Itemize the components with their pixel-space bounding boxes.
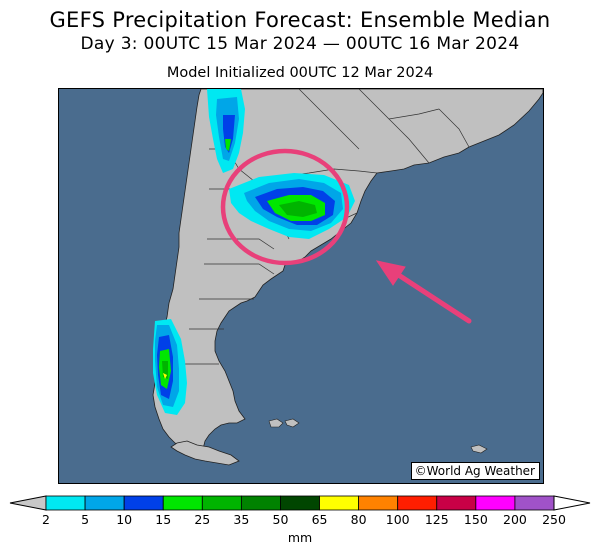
map-canvas — [59, 89, 543, 483]
colorbar-swatch — [123, 495, 164, 511]
colorbar-swatch — [162, 495, 203, 511]
colorbar-swatch — [45, 495, 86, 511]
falkland-islands — [268, 418, 300, 428]
colorbar-tick-label: 10 — [116, 512, 133, 527]
south-georgia — [470, 444, 488, 454]
colorbar-swatch — [436, 495, 477, 511]
annotation-arrow — [375, 260, 472, 324]
model-init-time: Model Initialized 00UTC 12 Mar 2024 — [166, 65, 434, 81]
colorbar-swatch — [280, 495, 320, 511]
precipitation-map: ©World Ag Weather — [58, 88, 544, 484]
colorbar-swatch — [475, 495, 516, 511]
colorbar-tick-label: 65 — [311, 512, 328, 527]
colorbar-swatch — [397, 495, 438, 511]
colorbar — [9, 495, 591, 511]
precip-shading — [153, 89, 355, 415]
colorbar-swatch — [514, 495, 555, 511]
colorbar-tick-label: 250 — [542, 512, 566, 527]
colorbar-swatch — [358, 495, 399, 511]
colorbar-swatch — [201, 495, 242, 511]
colorbar-tick-label: 2 — [42, 512, 50, 527]
colorbar-tick-label: 15 — [155, 512, 172, 527]
colorbar-tick-label: 50 — [272, 512, 289, 527]
colorbar-tick-label: 150 — [463, 512, 488, 527]
colorbar-units: mm — [287, 530, 313, 545]
forecast-period: Day 3: 00UTC 15 Mar 2024 — 00UTC 16 Mar … — [80, 34, 520, 54]
colorbar-swatch — [319, 495, 360, 511]
map-title: GEFS Precipitation Forecast: Ensemble Me… — [49, 8, 551, 32]
credit-label: ©World Ag Weather — [410, 462, 540, 480]
colorbar-swatch — [240, 495, 281, 511]
tierra-del-fuego — [170, 440, 240, 466]
colorbar-tick-label: 80 — [350, 512, 367, 527]
colorbar-above-triangle — [553, 495, 591, 511]
colorbar-tick-label: 200 — [502, 512, 527, 527]
colorbar-tick-label: 5 — [81, 512, 90, 527]
colorbar-tick-label: 25 — [194, 512, 211, 527]
colorbar-tick-label: 100 — [385, 512, 410, 527]
colorbar-swatch — [84, 495, 125, 511]
colorbar-below-triangle — [9, 495, 47, 511]
colorbar-tick-label: 125 — [424, 512, 449, 527]
colorbar-tick-label: 35 — [233, 512, 250, 527]
highlight-circle — [220, 148, 350, 266]
